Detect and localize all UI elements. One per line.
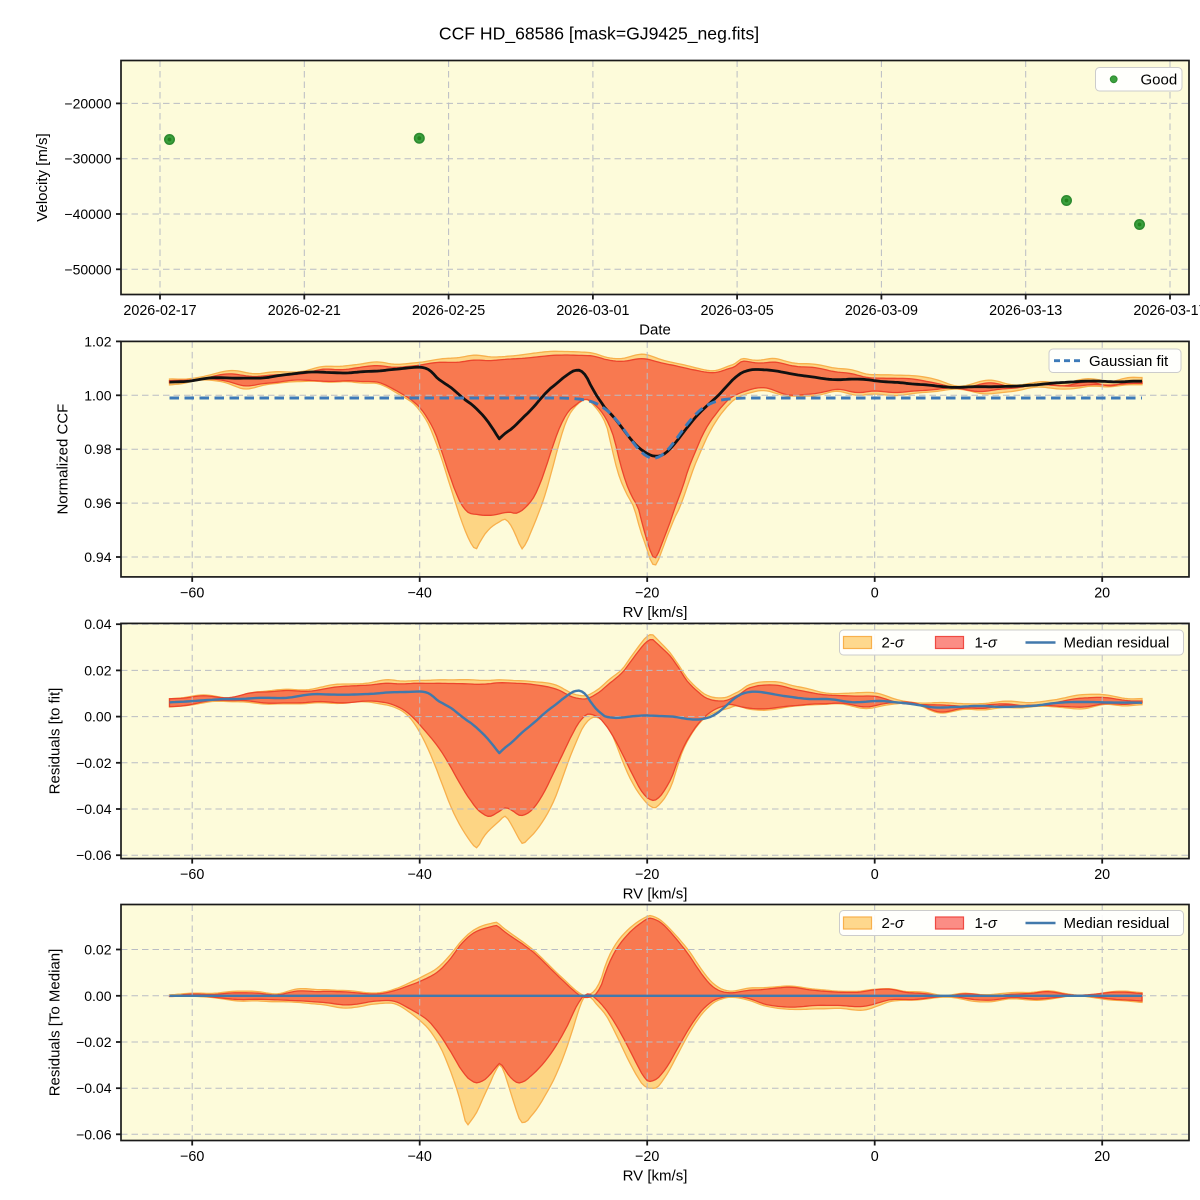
svg-text:−40: −40: [408, 585, 432, 601]
svg-text:−40: −40: [408, 1149, 432, 1165]
svg-text:20: 20: [1094, 585, 1110, 601]
svg-text:0.00: 0.00: [84, 709, 111, 725]
svg-text:2026-02-25: 2026-02-25: [412, 303, 485, 319]
svg-text:Velocity [m/s]: Velocity [m/s]: [34, 133, 51, 221]
svg-text:Date: Date: [639, 322, 671, 339]
svg-text:−60: −60: [180, 867, 204, 883]
svg-text:0.96: 0.96: [84, 495, 111, 511]
svg-text:−60: −60: [180, 585, 204, 601]
svg-text:0: 0: [871, 867, 879, 883]
svg-text:2026-02-21: 2026-02-21: [268, 303, 341, 319]
svg-text:0: 0: [871, 585, 879, 601]
svg-text:Median residual: Median residual: [1064, 915, 1170, 932]
svg-text:−0.06: −0.06: [76, 847, 112, 863]
svg-text:2026-02-17: 2026-02-17: [123, 303, 196, 319]
svg-text:−20: −20: [635, 1149, 659, 1165]
svg-text:−40000: −40000: [64, 206, 111, 222]
svg-text:RV [km/s]: RV [km/s]: [623, 886, 688, 903]
svg-text:0.98: 0.98: [84, 441, 111, 457]
svg-text:1-σ: 1-σ: [975, 915, 998, 932]
svg-text:Normalized CCF: Normalized CCF: [55, 404, 72, 515]
svg-text:Residuals [To Median]: Residuals [To Median]: [47, 949, 64, 1097]
svg-text:−50000: −50000: [64, 261, 111, 277]
svg-text:20: 20: [1094, 1149, 1110, 1165]
svg-text:0.02: 0.02: [84, 942, 111, 958]
svg-text:20: 20: [1094, 867, 1110, 883]
svg-text:−0.06: −0.06: [76, 1126, 112, 1142]
svg-text:−0.02: −0.02: [76, 755, 112, 771]
svg-text:Gaussian fit: Gaussian fit: [1089, 353, 1169, 370]
svg-text:0.04: 0.04: [84, 616, 111, 632]
svg-text:−60: −60: [180, 1149, 204, 1165]
svg-text:Median residual: Median residual: [1064, 635, 1170, 652]
svg-text:Residuals [to fit]: Residuals [to fit]: [47, 688, 64, 795]
svg-text:1-σ: 1-σ: [975, 635, 998, 652]
svg-text:−20: −20: [635, 867, 659, 883]
svg-text:−0.04: −0.04: [76, 1080, 112, 1096]
svg-text:2-σ: 2-σ: [882, 915, 905, 932]
svg-text:−20: −20: [635, 585, 659, 601]
svg-text:RV [km/s]: RV [km/s]: [623, 604, 688, 621]
svg-text:CCF HD_68586 [mask=GJ9425_neg.: CCF HD_68586 [mask=GJ9425_neg.fits]: [439, 24, 759, 45]
svg-text:1.00: 1.00: [84, 387, 111, 403]
svg-text:−40: −40: [408, 867, 432, 883]
svg-text:2026-03-13: 2026-03-13: [989, 303, 1062, 319]
svg-text:2026-03-17: 2026-03-17: [1133, 303, 1200, 319]
svg-text:Good: Good: [1141, 71, 1178, 88]
svg-text:−0.02: −0.02: [76, 1034, 112, 1050]
svg-text:2026-03-09: 2026-03-09: [845, 303, 918, 319]
svg-text:2026-03-05: 2026-03-05: [701, 303, 774, 319]
svg-text:0.94: 0.94: [84, 549, 111, 565]
svg-text:1.02: 1.02: [84, 333, 111, 349]
svg-text:0.00: 0.00: [84, 988, 111, 1004]
svg-text:RV [km/s]: RV [km/s]: [623, 1168, 688, 1185]
svg-text:0: 0: [871, 1149, 879, 1165]
svg-text:0.02: 0.02: [84, 662, 111, 678]
svg-text:2-σ: 2-σ: [882, 635, 905, 652]
svg-text:−20000: −20000: [64, 95, 111, 111]
svg-text:2026-03-01: 2026-03-01: [556, 303, 629, 319]
svg-text:−0.04: −0.04: [76, 801, 112, 817]
svg-text:−30000: −30000: [64, 151, 111, 167]
